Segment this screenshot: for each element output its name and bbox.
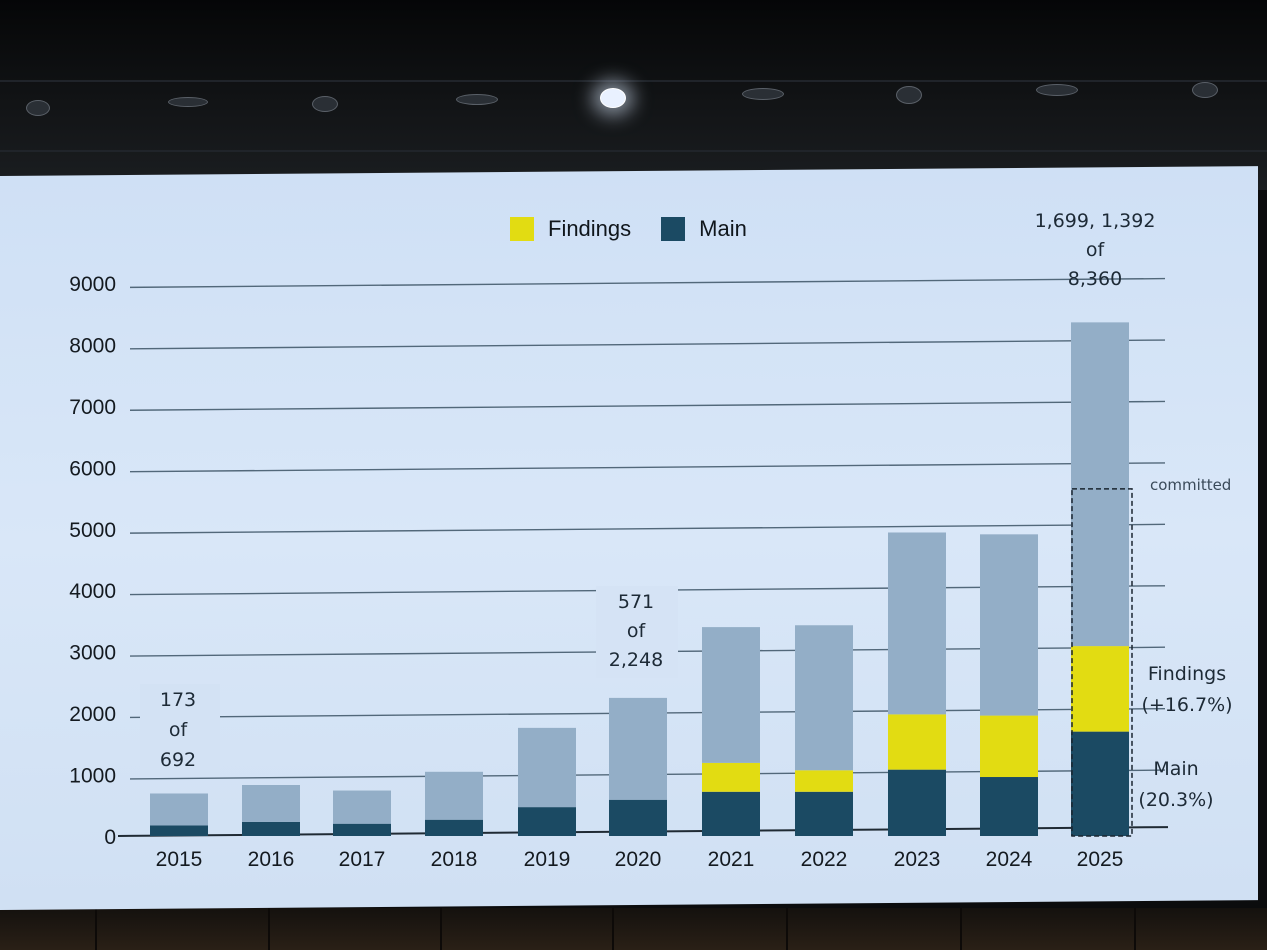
bar-other-submissions: [980, 534, 1038, 716]
annotation-2025: of: [1086, 239, 1106, 261]
bar-findings: [888, 714, 946, 770]
x-tick-label: 2020: [615, 848, 662, 871]
annotation-2015: 173: [160, 689, 196, 711]
x-tick-label: 2021: [708, 848, 755, 871]
gridline: [129, 462, 1166, 473]
y-tick-label: 3000: [69, 642, 116, 665]
ceiling-beam: [0, 80, 1267, 82]
x-tick-label: 2016: [248, 848, 295, 871]
findings-growth-label: Findings: [1148, 663, 1226, 685]
floor-seam: [440, 908, 442, 950]
y-tick-label: 9000: [69, 273, 116, 296]
bar-other-submissions: [1071, 322, 1129, 647]
x-tick-label: 2023: [894, 848, 941, 871]
legend-item-main: Main: [661, 216, 747, 242]
x-tick-label: 2022: [801, 848, 848, 871]
bar-other-submissions: [242, 785, 300, 822]
ceiling-light: [26, 100, 50, 116]
bar-main: [518, 807, 576, 836]
bar-other-submissions: [518, 727, 576, 808]
bar-main: [980, 777, 1038, 836]
bar-other-submissions: [333, 790, 391, 824]
annotation-2025: 1,699, 1,392: [1035, 210, 1156, 232]
bar-main: [888, 769, 946, 836]
x-tick-label: 2019: [524, 848, 571, 871]
bar-main: [1071, 731, 1129, 836]
main-growth-label: (20.3%): [1138, 789, 1213, 811]
x-tick-label: 2015: [156, 848, 203, 871]
bar-main: [702, 791, 760, 836]
ceiling-light: [742, 88, 784, 100]
legend-label-findings: Findings: [548, 216, 632, 241]
bar-other-submissions: [795, 625, 853, 771]
y-tick-label: 2000: [69, 703, 116, 726]
bar-findings: [980, 715, 1038, 778]
y-tick-label: 8000: [69, 334, 116, 357]
findings-growth-label: (+16.7%): [1141, 694, 1232, 716]
bar-main: [333, 823, 391, 836]
bar-main: [150, 825, 208, 836]
gridline: [129, 339, 1166, 350]
annotation-bg: [140, 684, 220, 776]
bar-other-submissions: [888, 532, 946, 715]
annotation-2015: 692: [160, 749, 196, 771]
y-tick-label: 5000: [69, 519, 116, 542]
bar-findings: [1071, 646, 1129, 732]
y-tick-label: 6000: [69, 457, 116, 480]
x-tick-label: 2017: [339, 848, 386, 871]
ceiling-light: [312, 96, 338, 112]
floor-seam: [786, 908, 788, 950]
legend: Findings Main: [510, 216, 747, 242]
floor-seam: [95, 908, 97, 950]
annotation-bg: [596, 586, 678, 678]
ceiling-light: [1192, 82, 1218, 98]
ceiling-beam: [0, 150, 1267, 152]
floor-seam: [960, 908, 962, 950]
bar-main: [242, 821, 300, 836]
legend-item-findings: Findings: [510, 216, 631, 242]
bar-main: [795, 791, 853, 836]
bar-main: [609, 799, 667, 836]
y-tick-label: 4000: [69, 580, 116, 603]
bar-findings: [795, 770, 853, 792]
main-growth-label: Main: [1153, 758, 1198, 780]
bar-other-submissions: [425, 771, 483, 820]
legend-swatch-main: [661, 217, 686, 241]
ceiling-light: [600, 88, 626, 108]
bar-other-submissions: [702, 627, 760, 763]
ceiling-light: [456, 94, 498, 105]
legend-label-main: Main: [699, 216, 747, 241]
ceiling: [0, 0, 1267, 190]
bar-other-submissions: [609, 697, 667, 800]
bar-findings: [702, 762, 760, 792]
ceiling-light: [1036, 84, 1078, 96]
annotation-2020: 2,248: [609, 649, 663, 671]
y-tick-label: 7000: [69, 396, 116, 419]
floor: [0, 908, 1267, 950]
committed-box: [1071, 488, 1133, 837]
ceiling-light: [168, 97, 208, 107]
bar-main: [425, 819, 483, 836]
floor-seam: [1134, 908, 1136, 950]
gridline: [129, 523, 1166, 534]
floor-seam: [268, 908, 270, 950]
bar-other-submissions: [150, 793, 208, 826]
ceiling-light: [896, 86, 922, 104]
legend-swatch-findings: [510, 217, 534, 241]
gridline: [129, 277, 1166, 289]
annotation-2020: 571: [618, 591, 654, 613]
annotation-2025: 8,360: [1068, 268, 1122, 290]
annotation-2020: of: [627, 620, 647, 642]
annotation-2015: of: [169, 719, 189, 741]
x-tick-label: 2025: [1077, 848, 1124, 871]
y-tick-label: 0: [104, 826, 116, 849]
committed-label: committed: [1150, 476, 1231, 494]
x-tick-label: 2018: [431, 848, 478, 871]
gridline: [129, 400, 1166, 411]
x-tick-label: 2024: [986, 848, 1033, 871]
floor-seam: [612, 908, 614, 950]
y-tick-label: 1000: [69, 765, 116, 788]
